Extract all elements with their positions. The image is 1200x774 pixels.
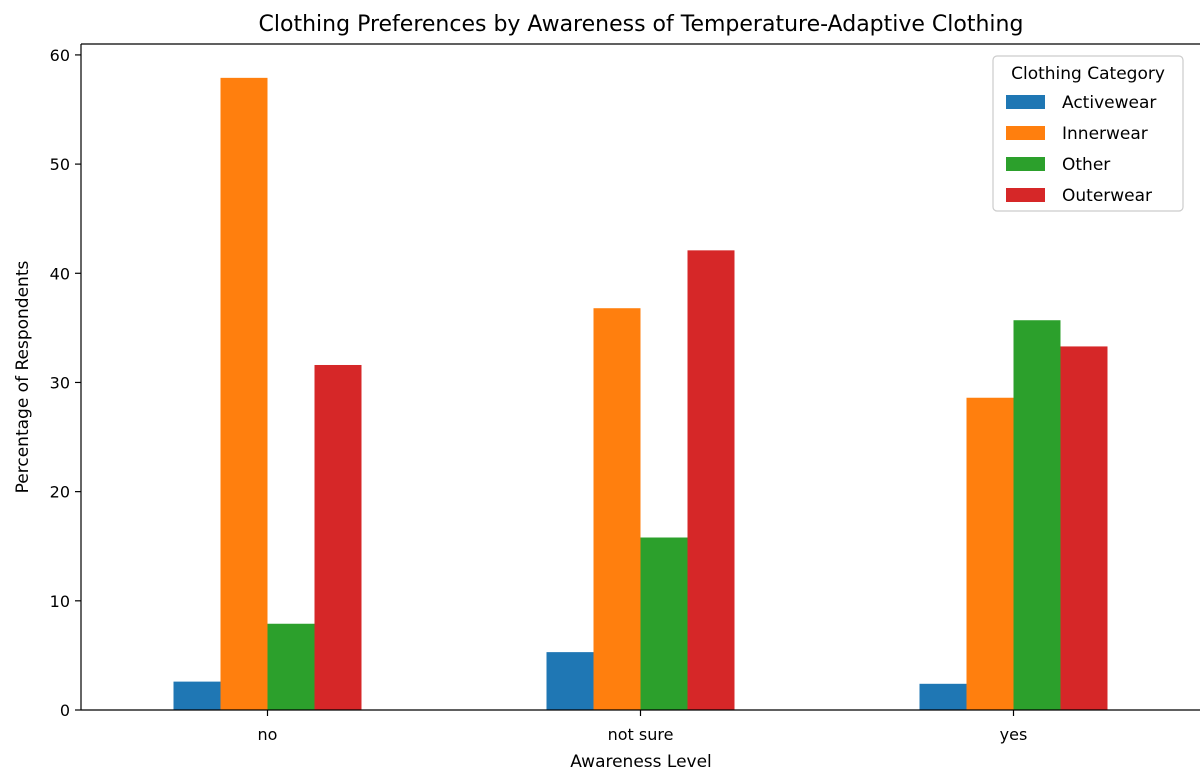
legend-items: Activewear Innerwear Other Outerwear (1006, 93, 1156, 206)
y-tick-label: 20 (50, 483, 70, 502)
plot-area: 0 10 20 30 40 50 60 no not sure yes (50, 43, 1200, 744)
x-axis-label: Awareness Level (570, 752, 712, 772)
legend-label-other: Other (1062, 155, 1110, 175)
bar-outerwear-yes (1060, 346, 1108, 710)
bar-activewear-no (173, 681, 221, 710)
bar-innerwear-not-sure (593, 308, 641, 710)
legend-label-outerwear: Outerwear (1062, 186, 1152, 206)
legend: Clothing Category Activewear Innerwear Oth… (992, 55, 1184, 212)
legend-swatch-other (1006, 157, 1045, 171)
y-tick-label: 30 (50, 373, 70, 392)
legend-swatch-outerwear (1006, 188, 1045, 202)
legend-swatch-activewear (1006, 95, 1045, 109)
y-axis-label: Percentage of Respondents (13, 261, 33, 494)
bar-outerwear-not-sure (687, 250, 735, 710)
bar-innerwear-yes (966, 397, 1014, 710)
bar-other-yes (1013, 320, 1061, 710)
y-tick-label: 50 (50, 155, 70, 174)
bar-other-no (267, 623, 315, 710)
legend-frame (992, 55, 1184, 212)
legend-swatch-innerwear (1006, 126, 1045, 140)
bar-innerwear-no (220, 77, 268, 711)
y-tick-label: 60 (50, 46, 70, 65)
x-tick-label: yes (1000, 725, 1028, 744)
y-tick-label: 40 (50, 264, 70, 283)
bar-outerwear-no (314, 364, 362, 710)
y-tick-label: 10 (50, 592, 70, 611)
bar-activewear-not-sure (546, 652, 594, 710)
bar-other-not-sure (640, 537, 688, 710)
legend-label-activewear: Activewear (1062, 93, 1156, 113)
chart-title: Clothing Preferences by Awareness of Tem… (259, 12, 1024, 37)
y-tick-label: 0 (60, 701, 70, 720)
legend-label-innerwear: Innerwear (1062, 124, 1148, 144)
x-tick-label: no (258, 725, 278, 744)
x-tick-label: not sure (608, 725, 674, 744)
bar-activewear-yes (919, 683, 967, 710)
legend-title: Clothing Category (1011, 64, 1165, 84)
